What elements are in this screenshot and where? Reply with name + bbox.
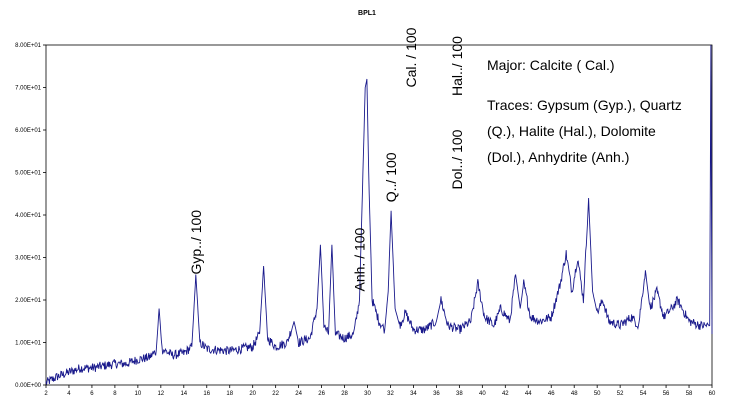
series-line (45, 44, 713, 385)
peak-label: Hal../ 100 (449, 36, 465, 96)
peak-label: Gyp../ 100 (188, 210, 204, 275)
peak-labels: Gyp../ 100 Anh. / 100 Q../ 100 Cal. / 100 Do… (188, 27, 465, 291)
x-tick-label: 10 (135, 391, 142, 397)
annotation-line: Traces: Gypsum (Gyp.), Quartz (487, 97, 682, 113)
annotation-line: (Dol.), Anhydrite (Anh.) (487, 149, 629, 165)
x-tick-label: 32 (387, 391, 394, 397)
y-tick-label: 0.00E+00 (15, 383, 42, 389)
annotation-block: Major: Calcite ( Cal.) Traces: Gypsum (Gy… (487, 57, 682, 165)
chart-title: BPL1 (358, 10, 376, 17)
x-axis: 2 4 6 8 10 12 14 16 18 20 22 24 26 28 30 32 34 36 38 40 42 44… (44, 385, 716, 397)
x-tick-label: 56 (663, 391, 670, 397)
x-tick-label: 46 (548, 391, 555, 397)
peak-label: Q../ 100 (383, 152, 399, 202)
x-tick-label: 40 (479, 391, 486, 397)
y-tick-label: 3.00E+01 (15, 256, 42, 262)
x-tick-label: 18 (226, 391, 233, 397)
peak-label: Anh. / 100 (351, 227, 367, 291)
y-tick-label: 6.00E+01 (15, 128, 42, 134)
y-tick-label: 7.00E+01 (15, 86, 42, 92)
y-tick-label: 5.00E+01 (15, 171, 42, 177)
annotation-line: Major: Calcite ( Cal.) (487, 57, 615, 73)
x-tick-label: 28 (341, 391, 348, 397)
x-tick-label: 24 (295, 391, 302, 397)
x-tick-label: 8 (113, 391, 117, 397)
y-tick-label: 8.00E+01 (15, 43, 42, 49)
annotation-line: (Q.), Halite (Hal.), Dolomite (487, 123, 656, 139)
x-tick-label: 22 (272, 391, 279, 397)
x-tick-label: 4 (67, 391, 71, 397)
series-group (45, 44, 713, 385)
x-tick-label: 6 (90, 391, 94, 397)
x-tick-label: 38 (456, 391, 463, 397)
plot-area-frame (45, 44, 713, 386)
x-tick-label: 50 (594, 391, 601, 397)
x-tick-label: 60 (709, 391, 716, 397)
x-tick-label: 54 (640, 391, 647, 397)
x-tick-label: 20 (249, 391, 256, 397)
x-tick-label: 16 (203, 391, 210, 397)
y-tick-label: 4.00E+01 (15, 213, 42, 219)
x-tick-label: 26 (318, 391, 325, 397)
peak-label: Cal. / 100 (403, 27, 419, 87)
x-tick-label: 52 (617, 391, 624, 397)
y-axis: 0.00E+00 1.00E+01 2.00E+01 3.00E+01 4.00E+01… (15, 43, 46, 389)
peak-label: Dol../ 100 (449, 129, 465, 189)
x-tick-label: 42 (502, 391, 509, 397)
x-tick-label: 58 (686, 391, 693, 397)
y-tick-label: 2.00E+01 (15, 298, 42, 304)
x-tick-label: 44 (525, 391, 532, 397)
y-tick-label: 1.00E+01 (15, 341, 42, 347)
x-tick-label: 36 (433, 391, 440, 397)
x-tick-label: 2 (44, 391, 48, 397)
x-tick-label: 12 (157, 391, 164, 397)
x-tick-label: 30 (364, 391, 371, 397)
x-tick-label: 14 (180, 391, 187, 397)
x-tick-label: 34 (410, 391, 417, 397)
x-tick-label: 48 (571, 391, 578, 397)
